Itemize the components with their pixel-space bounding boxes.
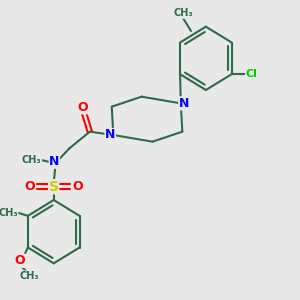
Text: CH₃: CH₃ (0, 208, 18, 218)
Text: CH₃: CH₃ (20, 271, 39, 281)
Text: O: O (24, 180, 35, 193)
Text: CH₃: CH₃ (173, 8, 193, 18)
Text: O: O (77, 101, 88, 114)
Text: N: N (49, 155, 59, 168)
Text: S: S (49, 180, 59, 194)
Text: N: N (105, 128, 116, 142)
Text: O: O (73, 180, 83, 193)
Text: CH₃: CH₃ (22, 155, 42, 165)
Text: N: N (179, 97, 189, 110)
Text: Cl: Cl (245, 69, 257, 79)
Text: O: O (15, 254, 26, 267)
